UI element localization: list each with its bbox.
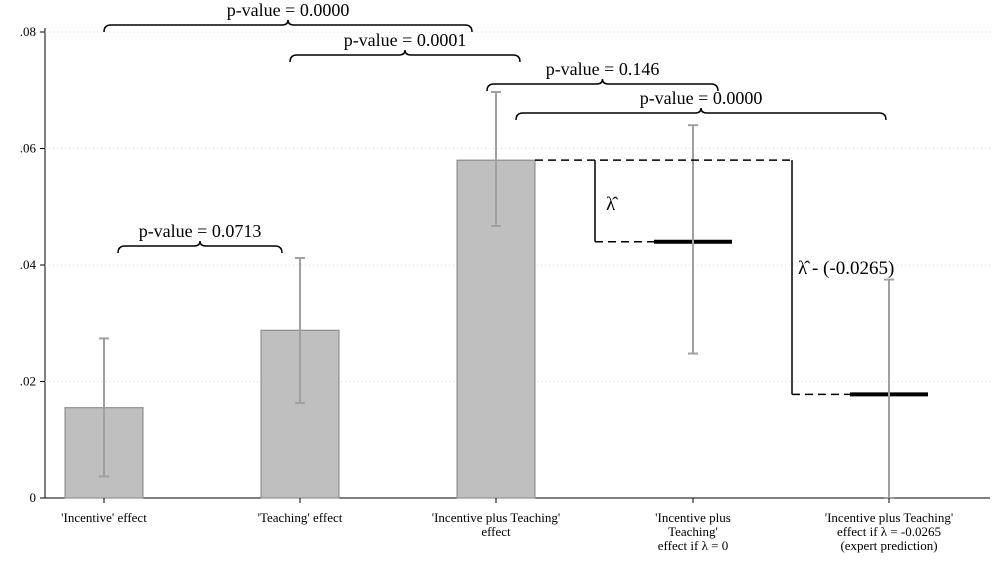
error-bar [99, 337, 109, 478]
p-value-label: p-value = 0.0000 [640, 88, 763, 108]
y-tick-label: .02 [20, 374, 36, 389]
lambda-label: λ̂ [606, 194, 618, 215]
bracket [515, 107, 887, 121]
error-bar [295, 257, 305, 405]
bracket [289, 49, 521, 63]
y-tick-label: .06 [20, 141, 37, 156]
x-tick-label: 'Incentive plus Teaching' effect if λ = -… [825, 510, 953, 553]
x-tick-label: 'Incentive plus Teaching' effect if λ = 0 [655, 510, 731, 553]
y-tick-label: 0 [30, 490, 37, 505]
error-bar [491, 90, 501, 227]
p-value-label: p-value = 0.0001 [344, 30, 467, 50]
bracket [117, 240, 283, 254]
y-tick-label: .04 [20, 257, 37, 272]
error-bar [884, 278, 894, 499]
x-tick-label: 'Incentive' effect [61, 510, 147, 525]
x-tick-label: 'Incentive plus Teaching' effect [432, 510, 560, 539]
error-bar [688, 124, 698, 355]
p-value-label: p-value = 0.146 [546, 59, 660, 79]
x-tick-label: 'Teaching' effect [258, 510, 343, 525]
y-tick-label: .08 [20, 24, 36, 39]
lambda-label: λ̂ - (-0.0265) [798, 258, 894, 279]
p-value-label: p-value = 0.0713 [139, 221, 262, 241]
bracket [486, 78, 719, 92]
bracket [103, 19, 473, 33]
p-value-label: p-value = 0.0000 [227, 0, 350, 20]
